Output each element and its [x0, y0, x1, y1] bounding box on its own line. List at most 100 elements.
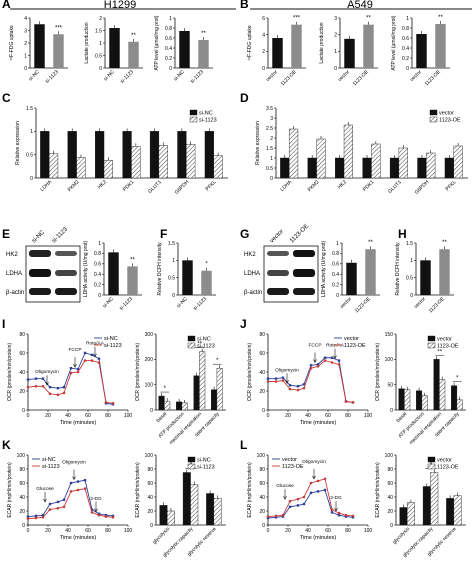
y-axis-label: ECAR (mpH/min/protein) [7, 462, 13, 518]
bar [446, 498, 455, 526]
y-tick-label: 60 [147, 481, 153, 487]
data-point [111, 402, 115, 405]
y-tick-label: 3 [24, 28, 27, 34]
legend-swatch [429, 116, 438, 123]
western-blot-E: si-NC si-1123 HK2 LDHA β-actin [6, 226, 81, 303]
y-tick-label: 0 [334, 66, 337, 72]
significance-mark: ** [366, 16, 371, 22]
bar [149, 131, 160, 179]
bar [34, 24, 45, 68]
y-tick-label: 1 [172, 258, 175, 264]
data-point [266, 377, 270, 380]
blot-band [55, 288, 77, 295]
arrow-head [73, 364, 77, 368]
data-point [296, 385, 300, 388]
y-tick-label: 0 [24, 66, 27, 72]
data-point [344, 400, 348, 403]
data-point [288, 499, 292, 503]
y-axis-label: Relative DCFH intensity [395, 242, 401, 296]
legend-swatch [427, 335, 436, 342]
significance-mark: * [205, 262, 208, 268]
x-tick-label: PKM2 [307, 179, 321, 193]
panel-B-letter: B [240, 0, 249, 11]
significance-mark: ** [368, 240, 373, 246]
x-tick-label: si-NC [103, 69, 116, 82]
bar [213, 498, 222, 526]
y-tick-label: 0 [99, 66, 102, 72]
bar [213, 155, 223, 179]
data-point [337, 511, 341, 515]
injection-label: Rote/AA [86, 341, 105, 347]
chart-A1: 0 1 2 3 4 ¹⁸F-FDG uptake si-NC si-1123 *** [9, 16, 68, 85]
data-point [323, 488, 327, 492]
y-tick-label: 0 [410, 293, 413, 299]
y-tick-label: 4 [24, 16, 27, 22]
y-tick-label: 40 [147, 495, 153, 501]
chart-A3: 0 0.2 0.4 0.6 0.8 1 ATP level (µmol/mg prot) si… [154, 15, 213, 85]
y-tick-label: 0.8 [94, 251, 101, 257]
legend-swatch [189, 109, 198, 116]
y-tick-label: 0.4 [402, 46, 409, 52]
data-point [90, 508, 94, 511]
bar [76, 157, 86, 179]
y-tick-label: 0 [172, 293, 175, 299]
bar [109, 28, 120, 68]
legend-swatch [187, 456, 196, 463]
legend-label: si-NC [197, 337, 211, 343]
bar [177, 131, 187, 179]
data-point [302, 383, 306, 386]
chart-B3: 0 0.2 0.4 0.6 0.8 1 ATP level (µmol/mg prot) ve… [391, 15, 450, 87]
bar [201, 270, 212, 295]
x-tick-label: si-1123 [192, 296, 208, 312]
legend-label: si-1123 [42, 464, 60, 470]
significance-mark: ** [130, 257, 135, 263]
y-axis-label: OCR (pmoles/min/protein) [375, 343, 381, 401]
bar [344, 38, 355, 68]
y-tick-label: 150 [385, 332, 394, 338]
bar [158, 145, 168, 179]
bar [131, 146, 141, 179]
x-tick-label: si-NC [176, 296, 189, 309]
y-tick-label: 1.5 [95, 28, 102, 34]
data-point [48, 392, 52, 396]
panel-L-letter: L [240, 438, 247, 452]
x-tick-label: si-1123 [44, 69, 60, 85]
data-point [351, 516, 355, 519]
data-point [330, 511, 334, 514]
panel-C-letter: C [2, 91, 11, 105]
legend-label: 1123-OE [439, 118, 461, 124]
x-tick-label: si-1123 [119, 69, 135, 85]
bar [193, 375, 200, 411]
y-axis-label: ¹⁸F-FDG uptake [247, 25, 253, 61]
bar [346, 262, 357, 295]
data-point [56, 393, 60, 397]
chart-I1: 0 20 40 60 80 OCR (pmoles/min/protein) 0 20 40 60… [7, 332, 132, 426]
data-point [48, 502, 52, 506]
data-point [48, 508, 52, 511]
y-tick-label: 1 [334, 49, 337, 55]
y-tick-label: 6 [262, 16, 265, 22]
data-point [296, 504, 300, 507]
bar [363, 24, 374, 69]
data-point [266, 515, 270, 518]
data-point [316, 490, 320, 493]
data-point [34, 514, 38, 518]
y-tick-label: 300 [145, 332, 154, 338]
x-tick-label: 0 [27, 413, 30, 419]
data-point [83, 479, 87, 482]
data-point [97, 361, 101, 364]
panel-A-letter: A [2, 0, 11, 11]
chart-C: 0 0.5 1 1.5 Relative expression LDHA PKM2 HK2 PD… [15, 106, 228, 196]
y-tick-label: 20 [259, 509, 265, 515]
data-point [266, 380, 270, 383]
x-tick-label: 100 [364, 528, 373, 534]
injection-label: Oligomycin [302, 459, 326, 465]
legend-label: 1123-OE [437, 344, 459, 350]
x-axis-label: Time (minutes) [60, 420, 97, 426]
bar [199, 351, 206, 411]
blot-band [55, 270, 77, 276]
bar [206, 493, 215, 526]
blot-band [293, 288, 315, 295]
y-tick-label: 0.5 [266, 166, 273, 172]
